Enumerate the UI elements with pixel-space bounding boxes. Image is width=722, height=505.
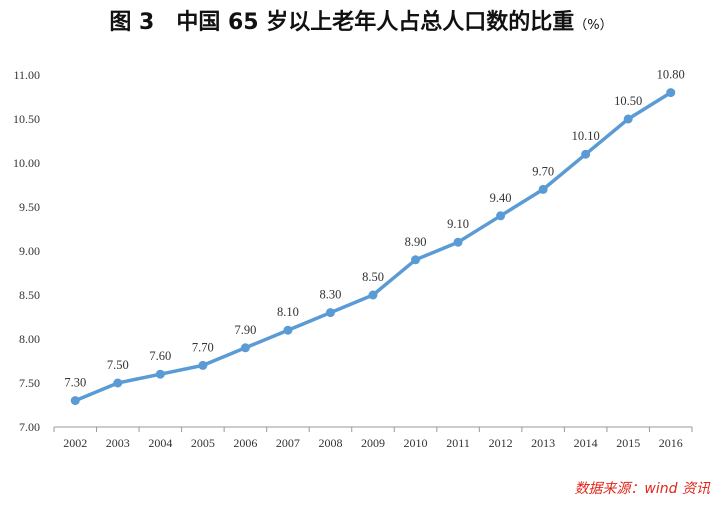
x-tick-label: 2013: [531, 436, 555, 450]
y-tick-label: 9.50: [19, 200, 40, 214]
data-label: 7.50: [107, 358, 129, 372]
x-tick-label: 2002: [63, 436, 87, 450]
y-tick-label: 11.00: [13, 68, 40, 82]
data-point: [70, 396, 80, 406]
data-label: 8.50: [362, 270, 384, 284]
x-tick-label: 2003: [106, 436, 130, 450]
x-tick-label: 2014: [574, 436, 598, 450]
x-tick-label: 2008: [318, 436, 342, 450]
x-tick-label: 2011: [446, 436, 470, 450]
x-tick-label: 2015: [616, 436, 640, 450]
y-tick-label: 7.00: [19, 420, 40, 434]
data-label: 9.40: [490, 191, 512, 205]
data-label: 10.10: [572, 129, 600, 143]
chart-title-text: 图 3 中国 65 岁以上老年人占总人口数的比重: [109, 10, 575, 35]
x-tick-label: 2009: [361, 436, 385, 450]
x-tick-label: 2012: [489, 436, 513, 450]
data-label: 8.10: [277, 305, 299, 319]
x-tick-label: 2010: [404, 436, 428, 450]
y-tick-label: 8.00: [19, 332, 40, 346]
y-tick-label: 9.00: [19, 244, 40, 258]
y-tick-label: 8.50: [19, 288, 40, 302]
data-point: [113, 378, 123, 388]
data-point: [666, 88, 676, 98]
data-label: 10.80: [657, 68, 685, 82]
y-tick-label: 10.00: [13, 156, 40, 170]
data-point: [538, 184, 548, 194]
data-point: [240, 343, 250, 353]
x-tick-label: 2016: [659, 436, 683, 450]
data-label: 7.30: [64, 376, 86, 390]
data-point: [283, 325, 293, 335]
x-tick-label: 2006: [233, 436, 257, 450]
data-label: 8.90: [405, 235, 427, 249]
x-tick-label: 2005: [191, 436, 215, 450]
data-label: 8.30: [320, 288, 342, 302]
data-point: [453, 237, 463, 247]
data-point: [155, 369, 165, 379]
data-label: 7.60: [149, 349, 171, 363]
data-label: 9.10: [447, 217, 469, 231]
data-point: [496, 211, 506, 221]
y-tick-label: 10.50: [13, 112, 40, 126]
x-tick-label: 2004: [148, 436, 172, 450]
chart-title-unit: （%）: [574, 18, 613, 33]
chart-title: 图 3 中国 65 岁以上老年人占总人口数的比重（%）: [0, 4, 722, 36]
data-point: [623, 114, 633, 124]
x-tick-label: 2007: [276, 436, 300, 450]
data-label: 7.90: [234, 323, 256, 337]
data-point: [198, 360, 208, 370]
data-point: [411, 255, 421, 265]
data-label: 9.70: [532, 164, 554, 178]
data-point: [325, 308, 335, 318]
data-point: [368, 290, 378, 300]
data-label: 7.70: [192, 340, 214, 354]
y-tick-label: 7.50: [19, 376, 40, 390]
data-label: 10.50: [614, 94, 642, 108]
data-point: [581, 149, 591, 159]
data-source-note: 数据来源：wind 资讯: [574, 481, 710, 497]
